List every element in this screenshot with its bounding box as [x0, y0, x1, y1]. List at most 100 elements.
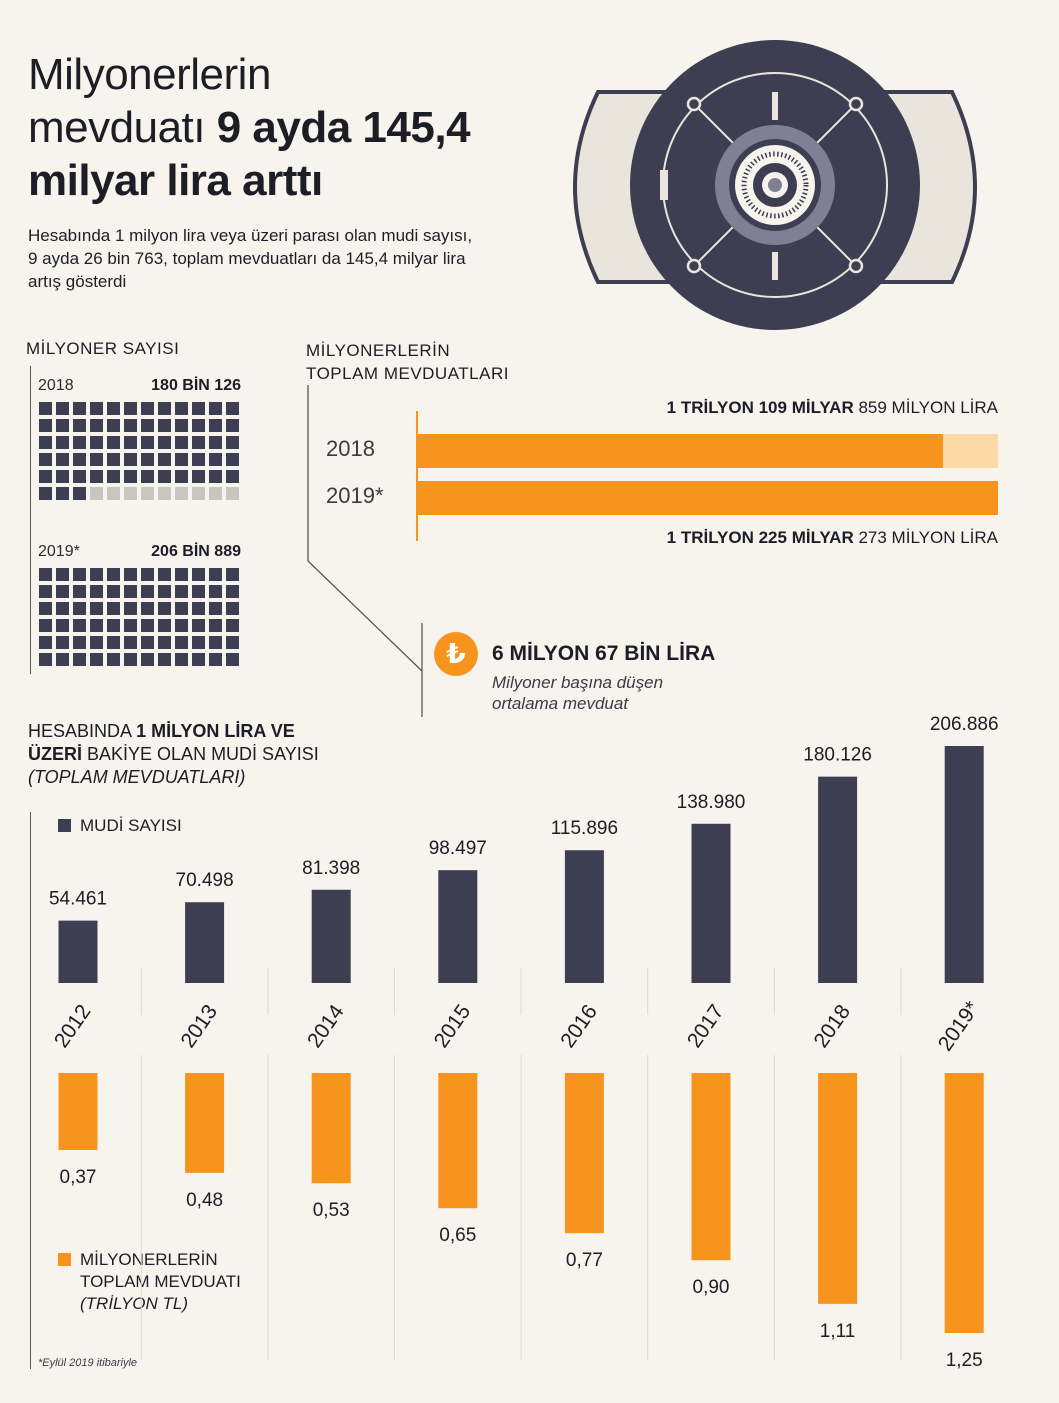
count-2018-square — [124, 436, 137, 449]
deposit-label-2019: 1 TRİLYON 225 MİLYAR 273 MİLYON LİRA — [418, 528, 998, 548]
legend-count-swatch — [58, 819, 71, 832]
count-2018-square — [56, 436, 69, 449]
count-2019-square — [209, 636, 222, 649]
total-deposits-heading-line2: TOPLAM MEVDUATLARI — [306, 364, 509, 383]
count-2018-square — [192, 436, 205, 449]
count-2018-square — [141, 436, 154, 449]
count-2018-square — [124, 470, 137, 483]
count-2018-square — [39, 487, 52, 500]
count-2019-square — [107, 602, 120, 615]
count-2019-square — [73, 619, 86, 632]
count-2018-square — [107, 402, 120, 415]
year-label: 2015 — [430, 1001, 476, 1052]
per-millionaire-value: 6 MİLYON 67 BİN LİRA — [492, 642, 716, 665]
count-2019-square — [90, 568, 103, 581]
count-2018-square — [226, 419, 239, 432]
count-2019-square — [107, 585, 120, 598]
count-2018-square — [124, 453, 137, 466]
count-2019-square — [107, 653, 120, 666]
count-value-2018: 180 BİN 126 — [151, 377, 241, 394]
count-2018-square — [73, 419, 86, 432]
count-2018-square — [226, 453, 239, 466]
millionaire-count-heading: MİLYONER SAYISI — [26, 339, 180, 358]
count-2019-square — [226, 636, 239, 649]
deposit-year-2018: 2018 — [326, 436, 375, 461]
count-2018-square — [209, 419, 222, 432]
vault-illustration — [573, 40, 977, 330]
legend-deposit-line3: (TRİLYON TL) — [80, 1294, 189, 1313]
count-2018-square — [158, 436, 171, 449]
deposit-axis — [416, 411, 418, 541]
count-2018-square — [209, 470, 222, 483]
count-2019-square — [192, 619, 205, 632]
count-year-2019: 2019* — [38, 543, 80, 560]
count-2018-square — [39, 470, 52, 483]
deposit-bar-label: 0,53 — [313, 1200, 350, 1221]
count-2018-square — [90, 419, 103, 432]
title-line-1: Milyonerlerin — [28, 50, 271, 99]
count-grid-2018 — [39, 402, 239, 500]
deposit-bar — [944, 1073, 984, 1333]
main-bar-chart: 54.461 2012 0,37 70.498 2013 0,48 81.398 2014 0,… — [49, 714, 999, 1371]
count-2019-square — [124, 568, 137, 581]
count-2019-square — [192, 653, 205, 666]
count-2019-square — [73, 653, 86, 666]
count-bar — [311, 889, 351, 983]
count-2019-square — [209, 585, 222, 598]
legend-deposit-line2: TOPLAM MEVDUATI — [80, 1272, 241, 1291]
count-2019-square — [141, 619, 154, 632]
per-millionaire-caption-line1: Milyoner başına düşen — [492, 673, 664, 692]
year-label: 2019* — [934, 997, 984, 1055]
count-2019-square — [56, 636, 69, 649]
count-2018-square — [73, 470, 86, 483]
count-2019-square — [209, 602, 222, 615]
deposit-bar-2019 — [418, 481, 998, 515]
count-2018-square — [124, 419, 137, 432]
deposit-year-2019: 2019* — [326, 483, 384, 508]
count-2018-square — [175, 453, 188, 466]
count-2019-square — [107, 636, 120, 649]
per-millionaire-caption-line2: ortalama mevduat — [492, 694, 629, 713]
count-2018-square — [226, 402, 239, 415]
count-2019-square — [56, 585, 69, 598]
count-2019-square — [39, 585, 52, 598]
legend-deposit-label: MİLYONERLERİN TOPLAM MEVDUATI (TRİLYON T… — [80, 1249, 241, 1315]
count-2019-square — [141, 653, 154, 666]
count-2018-square — [73, 487, 86, 500]
main-chart-heading-line2: ÜZERİ BAKİYE OLAN MUDİ SAYISI — [28, 743, 319, 766]
count-grid-2019 — [39, 568, 239, 666]
count-2018-square — [209, 487, 222, 500]
count-divider — [30, 366, 31, 674]
count-2019-square — [90, 602, 103, 615]
count-2019-square — [124, 653, 137, 666]
count-2018-square — [39, 419, 52, 432]
count-year-2018: 2018 — [38, 377, 74, 394]
count-2019-square — [226, 619, 239, 632]
count-2019-square — [73, 568, 86, 581]
count-2019-square — [175, 619, 188, 632]
count-2019-square — [90, 619, 103, 632]
deposit-label-2018: 1 TRİLYON 109 MİLYAR 859 MİLYON LİRA — [418, 398, 998, 418]
count-2018-square — [107, 470, 120, 483]
year-label: 2017 — [683, 1001, 729, 1052]
count-2019-square — [141, 602, 154, 615]
count-2019-square — [124, 585, 137, 598]
count-2018-square — [90, 453, 103, 466]
count-2018-square — [124, 402, 137, 415]
count-2018-square — [209, 436, 222, 449]
main-chart-axis — [30, 812, 31, 1369]
count-2018-square — [124, 487, 137, 500]
count-2019-square — [226, 585, 239, 598]
main-chart-heading: HESABINDA 1 MİLYON LİRA VE ÜZERİ BAKİYE … — [28, 720, 319, 789]
count-2018-square — [226, 487, 239, 500]
deposit-bar-label: 0,65 — [439, 1225, 476, 1246]
count-bar — [438, 870, 478, 983]
count-2019-square — [124, 619, 137, 632]
count-2019-square — [73, 636, 86, 649]
count-2019-square — [192, 568, 205, 581]
heading-line2-regular: BAKİYE OLAN MUDİ SAYISI — [87, 744, 319, 764]
deposit-bar — [438, 1073, 478, 1209]
deposit-bar — [818, 1073, 858, 1304]
total-deposits-heading: MİLYONERLERİN TOPLAM MEVDUATLARI — [306, 339, 509, 385]
count-2018-square — [56, 453, 69, 466]
